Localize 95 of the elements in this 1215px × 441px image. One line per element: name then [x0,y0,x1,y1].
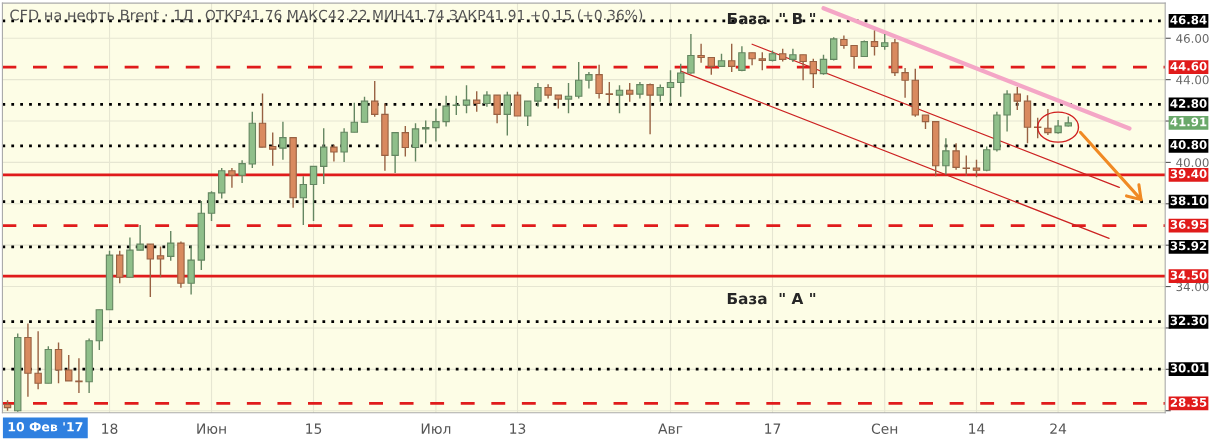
candlestick [962,154,971,177]
x-tick-label: 15 [306,423,322,434]
chart-subtitle: ОТКР41.76 МАКС42.22 МИН41.74 ЗАКР41.91 +0.15 (+0.36%) [205,9,643,22]
candlestick [421,119,430,144]
ref-line-label: 40.80 [1170,140,1207,150]
candlestick [595,64,603,100]
x-tick-label: Июл [421,423,451,434]
candlestick [299,175,308,226]
chart-title: CFD на нефть Brent · 1Д [10,9,194,24]
x-tick-label: 14 [969,423,985,434]
candlestick [116,250,124,284]
ref-line-label: 44.60 [1170,61,1207,71]
ref-line-label: 38.10 [1170,196,1207,206]
candlestick [513,91,522,117]
candlestick [320,127,328,185]
candlestick [758,51,767,72]
candlestick [360,96,369,123]
text: 41.91 [1170,117,1207,127]
annotation: База " В " [727,12,816,25]
candlestick [218,167,226,200]
candlestick [258,92,267,148]
candlestick [136,224,144,251]
candlestick [799,54,807,81]
ref-line-label: 46.84 [1170,15,1207,25]
ref-line-label: 42.80 [1170,98,1207,108]
candlestick [727,43,736,73]
candlestick [187,245,195,296]
candlestick [75,357,83,394]
candlestick [279,120,287,161]
annotation: База " А " [727,292,816,305]
candlestick [625,82,634,103]
candlestick [472,90,481,113]
x-tick-label: Июн [197,423,226,434]
candlestick [167,230,175,262]
y-tick-label: 40.00 [1176,158,1209,168]
candlestick [442,95,450,128]
candlestick [493,94,501,124]
candlestick [238,159,246,184]
candlestick [269,131,277,167]
candlestick [942,137,950,176]
text: 10 Фев '17 [8,422,83,432]
candlestick [401,125,410,158]
x-tick-label: 24 [1050,423,1067,434]
candlestick [901,67,909,99]
candlestick [1003,89,1011,133]
candlestick [54,341,63,384]
ref-line-label: 30.01 [1170,363,1207,373]
candlestick [503,91,512,137]
ref-line-label: 32.30 [1170,316,1207,326]
candlestick [340,127,348,163]
y-tick-label: 44.00 [1176,75,1209,85]
candlestick [615,84,624,115]
x-tick-label: 13 [510,423,526,434]
ref-line-label: 34.50 [1170,270,1207,280]
candlestick [65,354,73,382]
candlestick [574,61,583,100]
candlestick [697,43,705,64]
y-tick-label: 46.00 [1176,33,1209,43]
candlestick [391,131,399,174]
x-tick-label: 17 [765,423,781,434]
candlestick [534,82,542,108]
candlestick [738,45,746,73]
candlestick [952,142,960,171]
candlestick [870,29,879,57]
candlestick [309,165,318,222]
candlestick [156,245,165,278]
candlestick [452,95,461,116]
candlestick [523,100,532,127]
candlestick [982,145,991,173]
candlestick [687,33,695,75]
candlestick [1013,86,1022,111]
candlestick [819,54,828,76]
candlestick [462,84,471,115]
candlestick [350,102,359,133]
x-tick-label: 18 [102,423,118,434]
candlestick [370,80,379,118]
candlestick [146,243,155,298]
candlestick [605,81,614,105]
x-tick-label: Авг [658,423,683,434]
x-tick-label: Сен [871,423,898,434]
candlestick [432,107,440,143]
ref-line-label: 36.95 [1170,220,1207,229]
candlestick [646,82,654,135]
ref-line-label: 28.35 [1170,397,1207,407]
candlestick [228,167,236,189]
candlestick [1044,108,1052,136]
ref-line-label: 35.92 [1170,241,1207,251]
candlestick [666,69,675,105]
ref-line-label: 39.40 [1170,169,1207,179]
candlestick [207,190,216,222]
candlestick [676,63,685,98]
candlestick [34,330,42,390]
candlestick [809,58,818,89]
candlestick [564,82,573,115]
candlestick [411,122,420,163]
